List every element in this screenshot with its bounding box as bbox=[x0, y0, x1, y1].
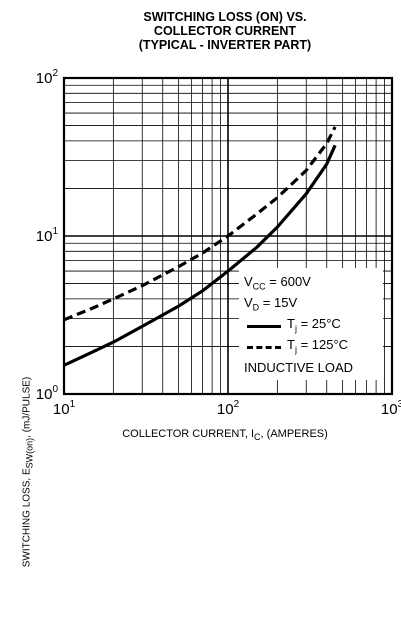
x-tick-label: 103 bbox=[381, 399, 401, 418]
y-tick-label: 100 bbox=[36, 384, 59, 403]
chart-title-line-2: COLLECTOR CURRENT bbox=[153, 24, 297, 38]
legend-series-125c: Tj = 125°C bbox=[287, 337, 349, 355]
x-tick-label: 101 bbox=[53, 399, 76, 418]
legend: VCC = 600V VD = 15V Tj = 25°C Tj = 125°C… bbox=[239, 268, 383, 380]
series-line-tj-125c bbox=[63, 126, 337, 322]
y-axis-label: SWITCHING LOSS, ESW(on), (mJ/PULSE) bbox=[21, 376, 35, 568]
plot-frame bbox=[62, 76, 394, 396]
series-line-tj-25c bbox=[63, 144, 337, 367]
legend-solid-line-sample bbox=[247, 325, 281, 328]
legend-series-25c: Tj = 25°C bbox=[287, 316, 341, 334]
chart-title-line-3: (TYPICAL - INVERTER PART) bbox=[138, 38, 312, 52]
legend-inductive-load: INDUCTIVE LOAD bbox=[244, 360, 354, 375]
x-axis-label: COLLECTOR CURRENT, IC, (AMPERES) bbox=[122, 428, 328, 443]
legend-dashed-line-sample bbox=[247, 346, 281, 349]
chart-title-line-1: SWITCHING LOSS (ON) VS. bbox=[143, 10, 307, 24]
legend-vd: VD = 15V bbox=[244, 295, 298, 313]
legend-vcc: VCC = 600V bbox=[244, 274, 311, 292]
x-tick-label: 102 bbox=[217, 399, 240, 418]
y-tick-label: 101 bbox=[36, 226, 59, 245]
y-tick-label: 102 bbox=[36, 68, 59, 87]
